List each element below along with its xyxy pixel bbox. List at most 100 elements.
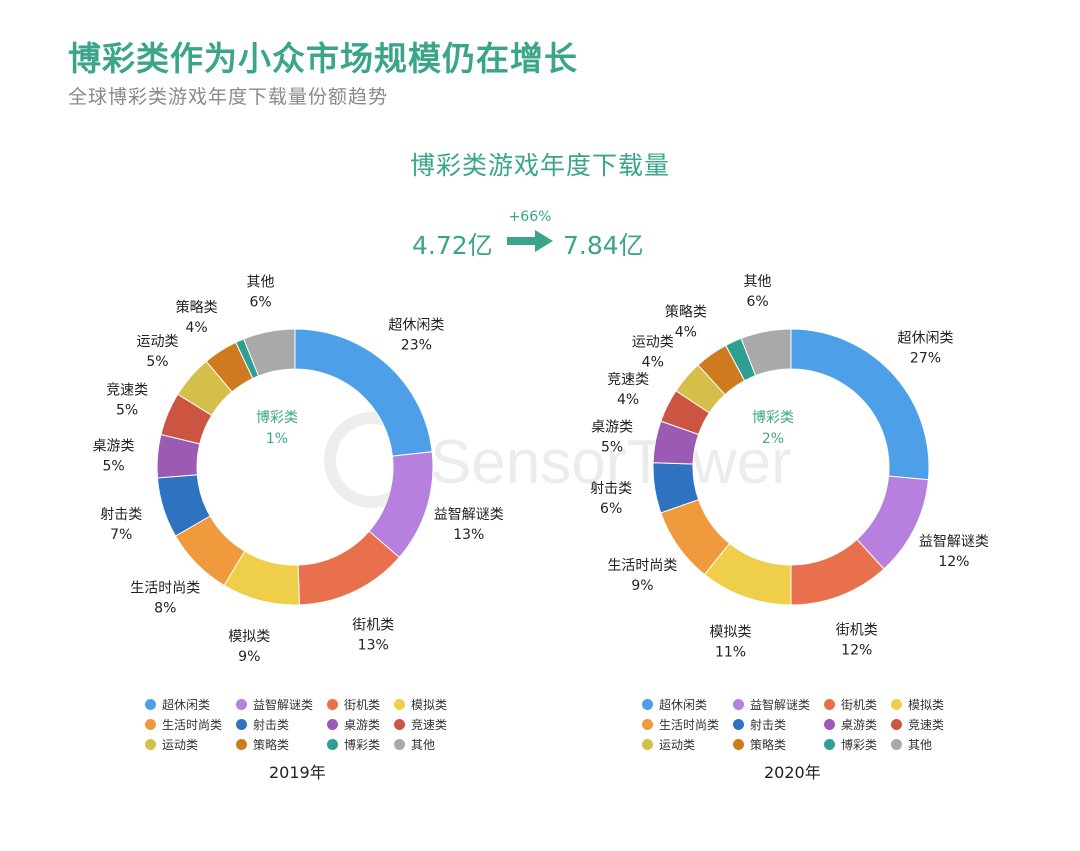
slice-label-2019-0: 超休闲类 [388,317,444,333]
legend-swatch [236,699,248,710]
slice-value-2019-1: 13% [453,527,484,543]
legend-item-2020-10: 博彩类 [824,736,877,753]
page-subtitle: 全球博彩类游戏年度下载量份额趋势 [68,86,389,108]
legend-item-2020-6: 桌游类 [824,716,877,733]
slice-label-2019-6: 桌游类 [93,439,135,455]
legend-swatch [891,719,903,730]
slice-label-2019-9: 策略类 [176,299,218,316]
legend-swatch [145,699,156,710]
legend-item-2019-4: 生活时尚类 [145,716,222,733]
legend-label: 竞速类 [908,718,945,732]
legend-2019: 超休闲类 益智解谜类 街机类 模拟类 生活时尚类 射击类 桌游类 竞速类 运动类 策略类 博彩类 其他 [145,696,447,753]
legend-item-2020-7: 竞速类 [891,716,944,733]
legend-swatch [236,739,248,750]
slice-label-2019-5: 射击类 [100,507,142,523]
legend-label: 生活时尚类 [162,718,223,732]
slice-label-2020-1: 益智解谜类 [919,534,989,550]
slice-label-2019-11: 其他 [247,274,275,290]
slice-value-2020-8: 4% [642,355,664,371]
legend-2020: 超休闲类 益智解谜类 街机类 模拟类生活时尚类 射击类 桌游类 竞速类运动类 策略类 博彩类 其他 [642,696,944,753]
legend-label: 模拟类 [908,698,945,712]
legend-label: 策略类 [750,738,787,752]
slice-label-2020-8: 运动类 [632,335,674,351]
legend-item-2020-8: 运动类 [642,736,719,753]
legend-item-2020-9: 策略类 [733,736,810,753]
slice-label-2020-11: 其他 [744,274,772,290]
legend-swatch [327,719,339,730]
legend-item-2019-11: 其他 [394,736,447,753]
legend-item-2019-5: 射击类 [236,716,313,733]
legend-label: 益智解谜类 [253,698,314,712]
legend-item-2019-7: 竞速类 [394,716,447,733]
slice-value-2020-6: 5% [601,440,623,456]
legend-swatch [824,739,836,750]
slice-label-2020-0: 超休闲类 [897,330,953,346]
legend-swatch [824,699,836,710]
slice-value-2019-9: 4% [185,320,207,336]
legend-label: 其他 [908,738,933,752]
chart-heading: 博彩类游戏年度下载量 [409,151,670,180]
slice-label-2020-7: 竞速类 [607,371,649,388]
slice-label-2019-1: 益智解谜类 [434,507,504,523]
center-value-2019: 1% [266,431,288,447]
value-2020: 7.84亿 [563,231,644,260]
slice-label-2020-3: 模拟类 [710,625,752,641]
legend-swatch [642,719,653,730]
center-label-2019: 博彩类 [256,409,298,426]
year-label-2020: 2020年 [764,763,821,782]
legend-label: 运动类 [162,738,199,752]
legend-swatch [145,719,156,730]
legend-label: 超休闲类 [659,698,708,712]
legend-label: 竞速类 [411,718,448,732]
slice-value-2020-3: 11% [715,645,746,661]
watermark: SensorTower [324,412,792,508]
legend-item-2020-3: 模拟类 [891,696,944,713]
slice-value-2019-6: 5% [102,459,124,475]
legend-label: 街机类 [841,698,878,712]
legend-label: 其他 [411,738,436,752]
slice-label-2019-8: 运动类 [136,334,178,350]
legend-swatch [824,719,836,730]
legend-label: 街机类 [344,698,381,712]
legend-swatch [642,739,653,750]
year-label-2019: 2019年 [269,763,326,782]
slice-value-2019-0: 23% [401,337,432,353]
value-2019: 4.72亿 [412,231,493,260]
slice-label-2020-6: 桌游类 [591,420,633,436]
center-value-2020: 2% [762,431,784,447]
legend-label: 桌游类 [344,718,381,732]
slice-value-2019-4: 8% [154,601,176,617]
legend-label: 桌游类 [841,718,878,732]
arrow-right-icon [507,230,553,252]
growth-label: +66% [508,209,552,225]
slice-label-2020-5: 射击类 [590,481,632,497]
legend-swatch [891,699,903,710]
legend-item-2019-10: 博彩类 [327,736,380,753]
slice-value-2020-0: 27% [910,350,941,366]
legend-swatch [394,699,406,710]
slice-value-2020-2: 12% [841,643,872,659]
donut-slice-2020-0 [790,328,930,481]
slice-value-2020-9: 4% [675,324,697,340]
legend-swatch [327,739,339,750]
legend-swatch [642,699,653,710]
legend-label: 益智解谜类 [750,698,811,712]
legend-item-2019-1: 益智解谜类 [236,696,313,713]
slice-value-2020-11: 6% [746,294,768,310]
legend-label: 射击类 [750,718,787,732]
slice-label-2020-2: 街机类 [836,623,878,639]
legend-swatch [394,739,406,750]
slice-value-2020-4: 9% [631,578,653,594]
slice-label-2019-7: 竞速类 [106,382,148,399]
slice-value-2019-8: 5% [146,354,168,370]
legend-label: 博彩类 [344,738,381,752]
slice-label-2019-4: 生活时尚类 [130,581,200,597]
donut-slice-2020-11 [740,328,792,377]
legend-item-2020-4: 生活时尚类 [642,716,719,733]
legend-swatch [733,739,745,750]
legend-item-2020-11: 其他 [891,736,944,753]
legend-item-2020-1: 益智解谜类 [733,696,810,713]
legend-label: 超休闲类 [162,698,211,712]
